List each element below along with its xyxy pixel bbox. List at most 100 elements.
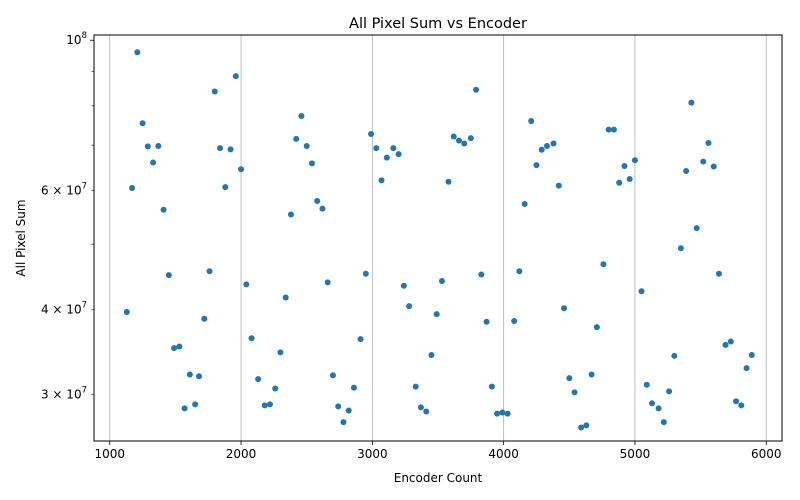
data-point xyxy=(655,405,662,412)
data-point xyxy=(504,410,511,417)
data-point xyxy=(693,225,700,232)
data-point xyxy=(733,398,740,405)
data-point xyxy=(683,168,690,175)
data-point xyxy=(543,142,550,149)
data-point xyxy=(428,351,435,358)
data-point xyxy=(155,142,162,149)
data-point xyxy=(666,388,673,395)
y-tick-label: 6 × 107 xyxy=(41,181,87,197)
x-tick-label: 2000 xyxy=(226,447,257,461)
y-tick-label: 108 xyxy=(66,31,87,47)
data-point xyxy=(390,145,397,152)
data-point xyxy=(588,371,595,378)
data-point xyxy=(593,324,600,331)
data-point xyxy=(616,179,623,186)
data-point xyxy=(201,315,208,322)
x-tick-label: 6000 xyxy=(751,447,782,461)
data-point xyxy=(561,305,568,312)
data-point xyxy=(144,143,151,150)
data-point xyxy=(445,178,452,185)
grid-lines xyxy=(109,35,767,441)
data-point xyxy=(196,373,203,380)
x-tick-label: 4000 xyxy=(488,447,519,461)
data-point xyxy=(488,383,495,390)
data-point xyxy=(134,49,141,56)
data-point xyxy=(555,182,562,189)
data-point xyxy=(423,408,430,415)
data-point xyxy=(287,211,294,218)
data-point xyxy=(293,135,300,142)
data-point xyxy=(677,245,684,252)
data-point xyxy=(483,318,490,325)
data-point xyxy=(232,73,239,80)
data-point xyxy=(319,205,326,212)
data-point xyxy=(571,389,578,396)
data-point xyxy=(715,270,722,277)
data-point xyxy=(412,383,419,390)
data-point xyxy=(631,157,638,164)
data-point xyxy=(400,282,407,289)
data-point xyxy=(533,162,540,169)
y-axis: 108 3 × 107 4 × 107 6 × 107 xyxy=(41,31,94,401)
data-point xyxy=(605,126,612,133)
data-point xyxy=(538,146,545,153)
data-point xyxy=(473,86,480,93)
data-point xyxy=(340,419,347,426)
x-tick-label: 3000 xyxy=(357,447,388,461)
data-point xyxy=(211,88,218,95)
data-point xyxy=(621,163,628,170)
data-point xyxy=(129,185,136,192)
data-point xyxy=(329,372,336,379)
data-point xyxy=(494,410,501,417)
data-point xyxy=(282,294,289,301)
data-point xyxy=(550,140,557,147)
data-point xyxy=(688,99,695,106)
data-point xyxy=(206,268,213,275)
data-point xyxy=(266,401,273,408)
data-point xyxy=(324,279,331,286)
data-point xyxy=(660,419,667,426)
data-point xyxy=(383,154,390,161)
data-point xyxy=(227,146,234,153)
data-point xyxy=(298,112,305,119)
data-point xyxy=(176,343,183,350)
data-point xyxy=(255,376,262,383)
data-point xyxy=(638,288,645,295)
data-point xyxy=(308,160,315,167)
data-point xyxy=(511,317,518,324)
data-point xyxy=(314,197,321,204)
data-point xyxy=(583,422,590,429)
data-point xyxy=(243,281,250,288)
data-point xyxy=(150,159,157,166)
data-point xyxy=(261,402,268,409)
data-point xyxy=(217,145,224,152)
data-point xyxy=(272,385,279,392)
y-tick-label: 4 × 107 xyxy=(41,301,87,317)
data-point xyxy=(705,140,712,147)
data-point xyxy=(748,351,755,358)
data-point xyxy=(181,405,188,412)
data-point xyxy=(727,338,734,345)
data-point xyxy=(335,403,342,410)
data-point xyxy=(499,409,506,416)
data-point xyxy=(171,345,178,352)
data-point xyxy=(438,278,445,285)
data-point xyxy=(350,384,357,391)
chart-title: All Pixel Sum vs Encoder xyxy=(349,16,527,32)
data-point xyxy=(406,303,413,310)
x-tick-label: 5000 xyxy=(620,447,651,461)
data-point xyxy=(671,352,678,359)
data-point xyxy=(123,308,130,315)
data-point xyxy=(277,349,284,356)
data-point xyxy=(722,341,729,348)
data-point xyxy=(610,126,617,133)
data-point xyxy=(738,402,745,409)
data-point xyxy=(578,424,585,431)
data-point xyxy=(433,311,440,318)
data-point xyxy=(710,163,717,170)
data-point xyxy=(139,120,146,127)
data-point xyxy=(450,133,457,140)
data-point xyxy=(478,271,485,278)
y-tick-label: 3 × 107 xyxy=(41,385,87,401)
